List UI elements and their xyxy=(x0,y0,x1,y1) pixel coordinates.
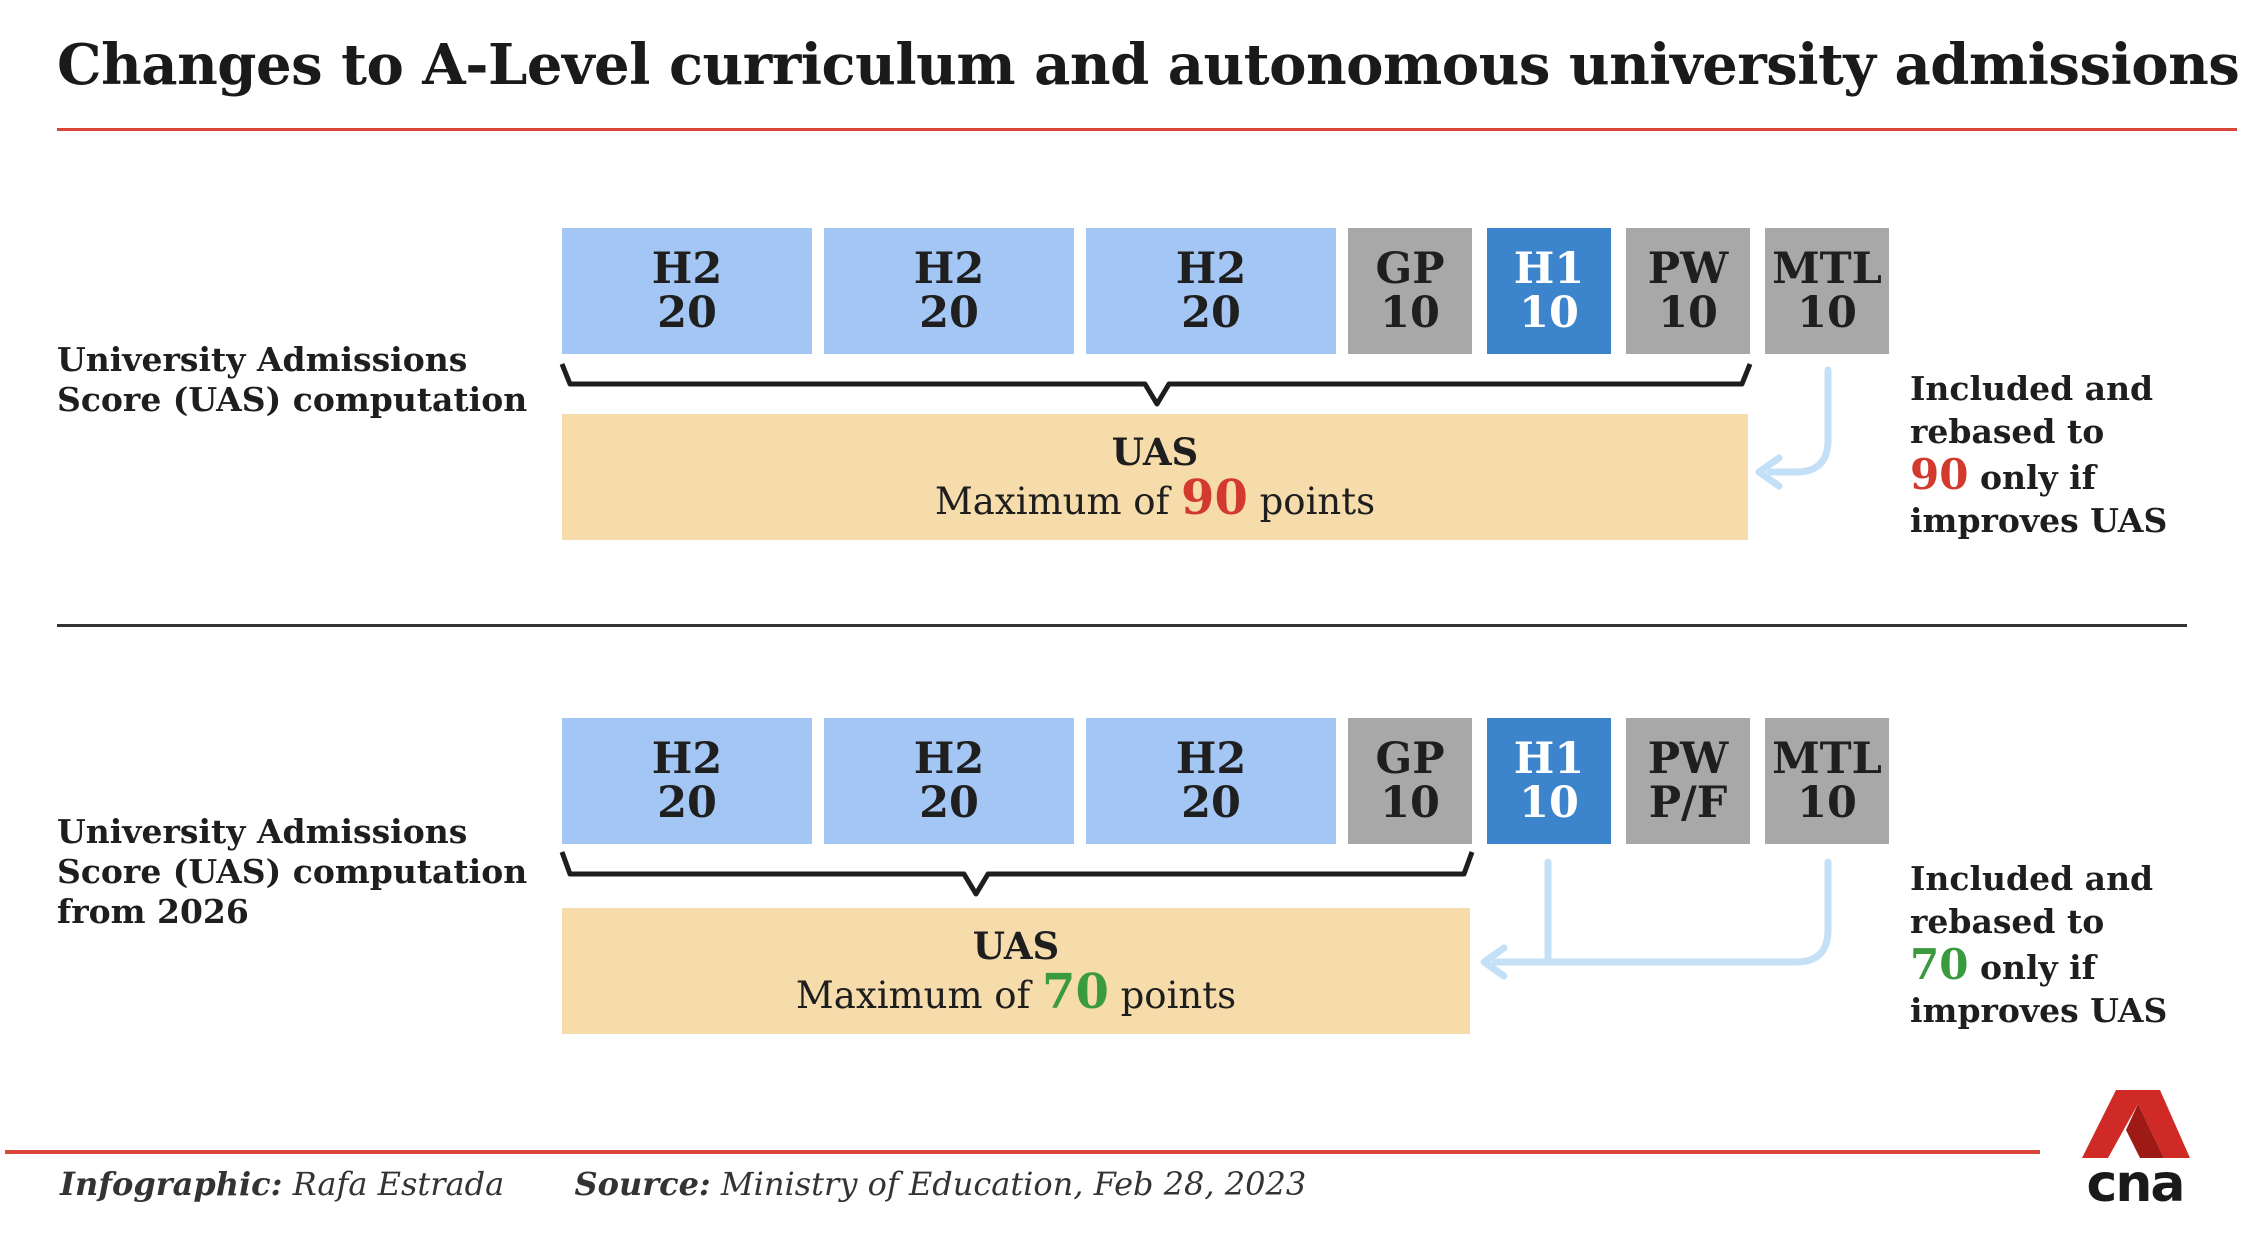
uas-max-value: 90 xyxy=(1181,470,1248,526)
box-points: 20 xyxy=(657,288,717,338)
section-1-box-gp: GP 10 xyxy=(1348,228,1472,354)
section-2-box-gp: GP 10 xyxy=(1348,718,1472,844)
section-2-arrowhead xyxy=(1480,944,1508,980)
note-value: 70 xyxy=(1910,940,1969,989)
section-1-mtl-arrow xyxy=(1766,366,1832,476)
box-subject: MTL xyxy=(1772,734,1882,784)
section-2-box-h2: H2 20 xyxy=(1086,718,1336,844)
page-title: Changes to A-Level curriculum and autono… xyxy=(57,32,2240,98)
box-subject: MTL xyxy=(1772,244,1882,294)
section-1-arrowhead xyxy=(1755,454,1783,490)
box-subject: PW xyxy=(1647,734,1729,784)
box-subject: PW xyxy=(1647,244,1729,294)
uas-prefix: Maximum of xyxy=(795,974,1043,1017)
box-subject: H1 xyxy=(1513,244,1585,294)
section-1-label-line: Score (UAS) computation xyxy=(57,380,528,419)
section-2-label-line: University Admissions xyxy=(57,812,468,851)
section-1-uas-box: UAS Maximum of 90 points xyxy=(562,414,1748,540)
box-points: 10 xyxy=(1519,288,1579,338)
uas-suffix: points xyxy=(1247,480,1376,523)
logo-text: cna xyxy=(2086,1154,2186,1214)
section-2-brace xyxy=(559,851,1475,897)
box-points: 20 xyxy=(919,288,979,338)
section-1-box-h1: H1 10 xyxy=(1487,228,1611,354)
box-subject: H2 xyxy=(913,734,985,784)
box-subject: GP xyxy=(1375,244,1445,294)
source-label: Source: xyxy=(574,1165,711,1203)
section-2-box-h2: H2 20 xyxy=(824,718,1074,844)
box-subject: H2 xyxy=(913,244,985,294)
note-line: 70 only if xyxy=(1910,943,2167,989)
box-points: 20 xyxy=(919,778,979,828)
box-points: 20 xyxy=(1181,778,1241,828)
box-subject: H2 xyxy=(1175,734,1247,784)
section-2-label-line: Score (UAS) computation xyxy=(57,852,528,891)
note-rest: only if xyxy=(1968,948,2096,987)
infographic-name: Rafa Estrada xyxy=(282,1165,505,1203)
section-1-box-h2: H2 20 xyxy=(824,228,1074,354)
section-2-note: Included and rebased to 70 only if impro… xyxy=(1910,857,2167,1032)
note-rest: only if xyxy=(1968,458,2096,497)
section-2-mtl-arrow xyxy=(1491,858,1832,966)
cna-logo-icon: cna xyxy=(2080,1090,2190,1220)
section-1-label: University Admissions Score (UAS) comput… xyxy=(57,340,527,420)
uas-heading: UAS xyxy=(1111,430,1199,474)
note-line: rebased to xyxy=(1910,902,2105,941)
section-1-label-line: University Admissions xyxy=(57,340,468,379)
section-2-box-h1: H1 10 xyxy=(1487,718,1611,844)
box-points: 10 xyxy=(1380,778,1440,828)
section-divider xyxy=(57,624,2187,627)
section-1-brace xyxy=(559,363,1753,407)
note-line: Included and xyxy=(1910,859,2154,898)
box-points: 10 xyxy=(1797,288,1857,338)
note-line: improves UAS xyxy=(1910,501,2168,540)
box-points: 10 xyxy=(1658,288,1718,338)
source-text: Ministry of Education, Feb 28, 2023 xyxy=(710,1165,1307,1203)
uas-suffix: points xyxy=(1108,974,1237,1017)
box-subject: H2 xyxy=(1175,244,1247,294)
box-points: 10 xyxy=(1797,778,1857,828)
note-line: 90 only if xyxy=(1910,453,2167,499)
section-2-box-pw: PW P/F xyxy=(1626,718,1750,844)
uas-max-line: Maximum of 70 points xyxy=(795,968,1237,1019)
section-1-note: Included and rebased to 90 only if impro… xyxy=(1910,367,2167,542)
infographic-label: Infographic: xyxy=(60,1165,283,1203)
section-1-box-mtl: MTL 10 xyxy=(1765,228,1889,354)
section-2-box-mtl: MTL 10 xyxy=(1765,718,1889,844)
section-1-box-pw: PW 10 xyxy=(1626,228,1750,354)
box-points: 20 xyxy=(1181,288,1241,338)
box-points: 10 xyxy=(1519,778,1579,828)
section-2-box-h2: H2 20 xyxy=(562,718,812,844)
section-2-label-line: from 2026 xyxy=(57,892,249,931)
note-line: rebased to xyxy=(1910,412,2105,451)
section-1-box-h2: H2 20 xyxy=(562,228,812,354)
title-divider xyxy=(57,128,2237,131)
uas-heading: UAS xyxy=(972,924,1060,968)
section-2-uas-box: UAS Maximum of 70 points xyxy=(562,908,1470,1034)
box-points: 20 xyxy=(657,778,717,828)
box-subject: H2 xyxy=(651,734,723,784)
uas-prefix: Maximum of xyxy=(934,480,1182,523)
section-1-box-h2: H2 20 xyxy=(1086,228,1336,354)
box-subject: H1 xyxy=(1513,734,1585,784)
section-2-label: University Admissions Score (UAS) comput… xyxy=(57,812,527,932)
footer-divider xyxy=(5,1150,2040,1154)
uas-max-value: 70 xyxy=(1042,964,1109,1020)
box-subject: H2 xyxy=(651,244,723,294)
note-line: Included and xyxy=(1910,369,2154,408)
footer-credits: Infographic: Rafa Estrada Source: Minist… xyxy=(60,1165,1306,1203)
box-subject: GP xyxy=(1375,734,1445,784)
note-line: improves UAS xyxy=(1910,991,2168,1030)
box-points: 10 xyxy=(1380,288,1440,338)
uas-max-line: Maximum of 90 points xyxy=(934,474,1376,525)
box-points: P/F xyxy=(1648,778,1728,828)
note-value: 90 xyxy=(1910,450,1969,499)
